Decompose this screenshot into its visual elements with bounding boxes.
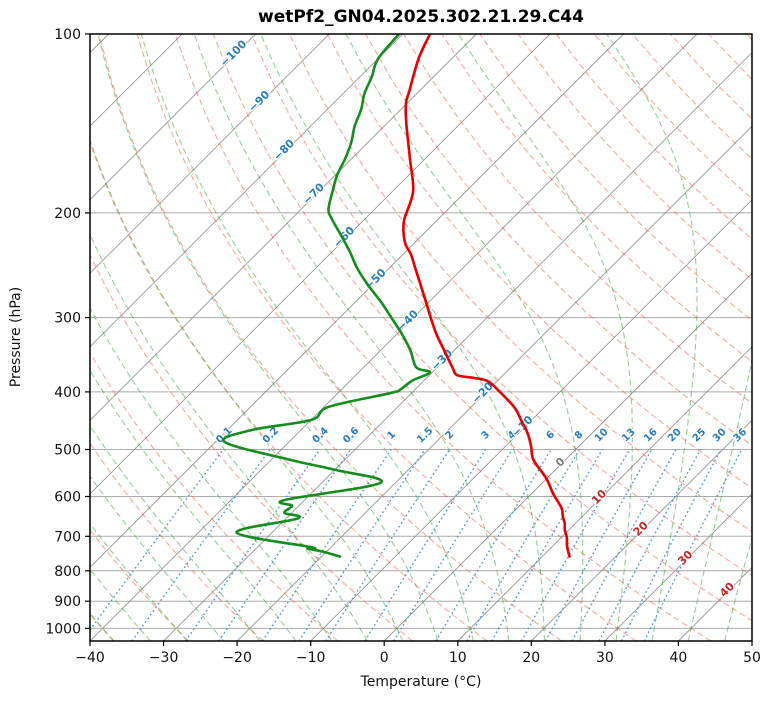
x-tick-label: −40: [75, 650, 105, 666]
x-tick-label: 0: [380, 650, 389, 666]
y-tick-label: 700: [54, 529, 81, 545]
y-tick-label: 100: [54, 27, 81, 43]
x-tick-label: 30: [596, 650, 614, 666]
dewpoint-curve: [222, 34, 432, 558]
y-ticks: 100 200 300 400 500 600 700 800 900 1000: [45, 27, 90, 637]
axes: −40 −30 −20 −10 0 10 20 30 40 50 100 200 300 400 500 60…: [45, 27, 761, 666]
chart-title: wetPf2_GN04.2025.302.21.29.C44: [258, 7, 584, 27]
x-tick-label: 10: [449, 650, 467, 666]
moist-adiabats: [90, 34, 752, 641]
y-tick-label: 300: [54, 311, 81, 327]
dry-adiabats: [90, 34, 752, 641]
y-tick-label: 500: [54, 443, 81, 459]
x-tick-label: −30: [149, 650, 179, 666]
y-tick-label: 800: [54, 564, 81, 580]
x-tick-label: −10: [296, 650, 326, 666]
x-ticks: −40 −30 −20 −10 0 10 20 30 40 50: [75, 641, 761, 666]
mixing-ratio-lines: [90, 449, 743, 641]
x-tick-label: 20: [522, 650, 540, 666]
y-tick-label: 400: [54, 385, 81, 401]
y-tick-label: 1000: [45, 621, 81, 637]
plot-border: [89, 33, 753, 642]
temperature-curve: [401, 34, 571, 558]
x-tick-label: 50: [743, 650, 761, 666]
x-axis-label: Temperature (°C): [360, 674, 482, 690]
x-tick-label: 40: [669, 650, 687, 666]
y-tick-label: 600: [54, 490, 81, 506]
x-tick-label: −20: [222, 650, 252, 666]
pressure-gridlines: [90, 212, 752, 629]
y-axis-label: Pressure (hPa): [8, 287, 24, 387]
y-tick-label: 900: [54, 594, 81, 610]
y-tick-label: 200: [54, 206, 81, 222]
